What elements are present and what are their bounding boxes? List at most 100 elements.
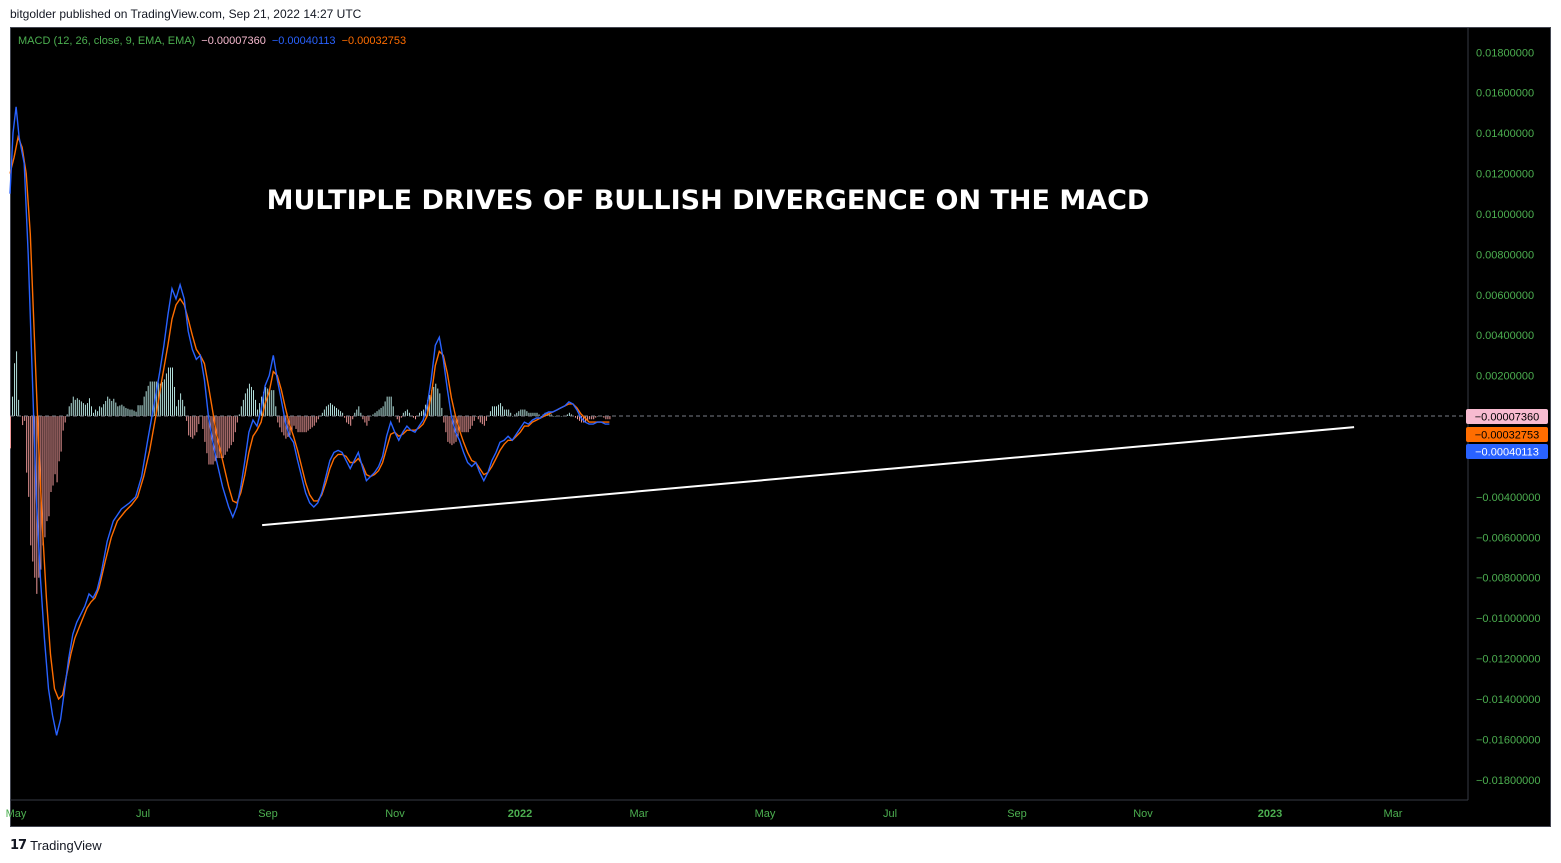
histogram-bar [64,416,66,423]
histogram-bar [609,416,611,420]
histogram-bar [491,406,493,417]
histogram-bar [26,416,28,473]
histogram-bar [360,412,362,417]
histogram-bar [133,410,135,417]
histogram-bar [123,406,125,417]
footer-brand[interactable]: 17 TradingView [10,838,102,853]
histogram-bar [323,409,325,417]
histogram-bar [392,406,394,417]
price-label-text: −0.00007360 [1475,412,1540,424]
histogram-bar [285,416,287,439]
histogram-bar [415,416,416,420]
macd-chart-panel[interactable] [10,27,1551,827]
histogram-bar [88,398,90,417]
histogram-bar [14,363,16,417]
support-trendline[interactable] [262,426,1355,527]
histogram [10,351,611,594]
x-tick-label: May [755,808,776,820]
histogram-bar [321,412,323,417]
histogram-bar [240,406,242,417]
histogram-bar [368,416,370,421]
histogram-bar [437,388,439,417]
histogram-bar [135,411,137,417]
histogram-bar [295,416,297,429]
histogram-bar [315,416,317,423]
macd-line[interactable] [9,106,610,736]
histogram-bar [433,386,435,417]
histogram-bar [257,409,259,417]
histogram-bar [423,409,425,417]
histogram-bar [246,388,248,417]
indicator-legend[interactable]: MACD (12, 26, close, 9, EMA, EMA) −0.0000… [18,35,412,47]
histogram-bar [463,416,465,433]
x-tick-label: 2022 [508,808,532,820]
histogram-bar [66,414,68,417]
histogram-bar [496,406,497,417]
histogram-bar [222,416,224,459]
legend-signal-value: −0.00032753 [341,35,407,47]
histogram-bar [427,399,429,417]
chart-annotation[interactable]: MULTIPLE DRIVES OF BULLISH DIVERGENCE ON… [267,185,1150,216]
histogram-bar [435,383,437,417]
histogram-bar [277,416,279,423]
histogram-bar [421,411,423,417]
histogram-bar [311,416,313,428]
x-tick-label: 2023 [1258,808,1282,820]
histogram-bar [253,390,254,417]
histogram-bar [396,416,398,420]
histogram-bar [477,416,479,420]
histogram-bar [147,385,149,417]
histogram-bar [269,390,271,417]
histogram-bar [62,416,64,431]
price-label-box [1466,427,1548,443]
histogram-bar [190,416,192,438]
y-tick-label: −0.00400000 [1476,492,1541,504]
x-axis[interactable]: May Jul Sep Nov 2022 Mar May Jul Sep Nov 2023 Mar [6,799,1468,820]
histogram-bar [453,416,455,444]
y-tick-label: 0.01200000 [1476,169,1534,181]
histogram-bar [534,412,536,417]
legend-histogram-value: −0.00007360 [201,35,266,47]
histogram-bar [255,399,257,417]
histogram-bar [111,400,113,417]
histogram-bar [82,403,84,417]
histogram-bar [522,409,524,417]
histogram-bar [461,416,463,433]
histogram-bar [346,416,348,423]
histogram-bar [451,416,453,446]
histogram-bar [42,416,44,546]
histogram-bar [228,416,230,449]
histogram-bar [406,409,408,417]
histogram-bar [238,414,240,417]
histogram-bar [297,416,299,433]
y-tick-label: 0.01600000 [1476,88,1534,100]
histogram-bar [530,412,532,417]
histogram-bar [194,416,196,436]
histogram-bar [105,400,107,417]
histogram-bar [412,416,414,418]
histogram-bar [60,416,62,452]
histogram-bar [273,390,275,417]
y-tick-label: −0.01200000 [1476,654,1541,666]
histogram-bar [145,391,147,417]
histogram-bar [250,386,252,417]
histogram-bar [275,406,277,417]
histogram-bar [309,416,311,429]
price-label-box [1466,409,1548,425]
y-tick-label: 0.01400000 [1476,128,1534,140]
histogram-bar [479,416,481,423]
histogram-bar [192,416,194,439]
histogram-bar [554,416,556,417]
publisher-header: bitgolder published on TradingView.com, … [10,7,362,21]
histogram-bar [305,416,307,433]
price-labels: −0.00007360 −0.00032753 −0.00040113 [1466,409,1548,460]
histogram-bar [232,416,234,442]
y-tick-label: 0.01800000 [1476,47,1534,59]
histogram-bar [97,411,99,417]
histogram-bar [538,414,540,417]
histogram-bar [22,416,24,426]
histogram-bar [74,399,76,417]
y-axis[interactable]: 0.01800000 0.01600000 0.01400000 0.01200000… [1467,28,1541,800]
histogram-bar [364,416,366,423]
